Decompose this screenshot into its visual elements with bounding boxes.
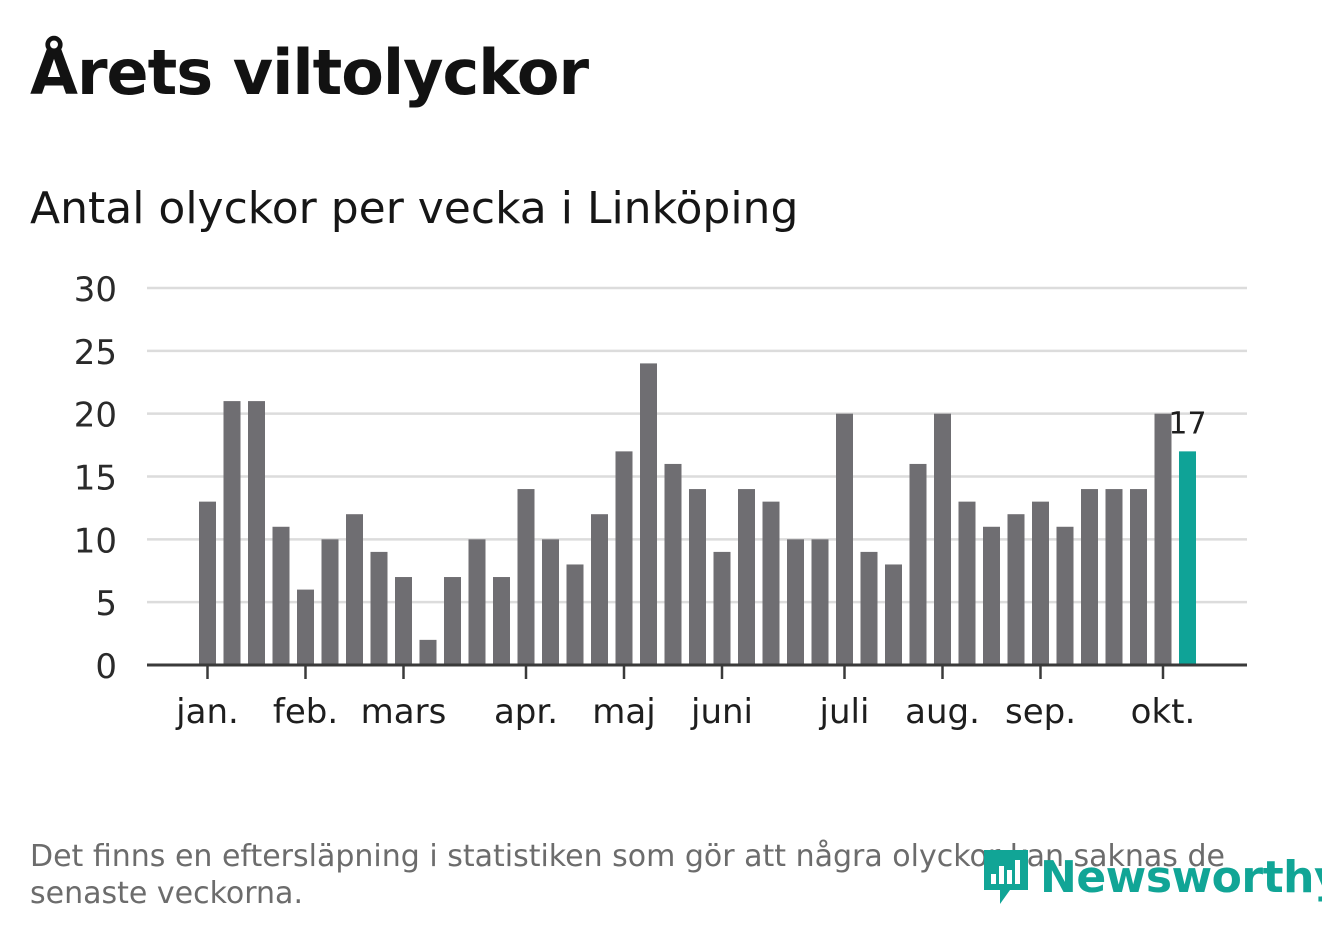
x-tick-label: apr.	[494, 692, 558, 732]
highlight-value-label: 17	[1168, 406, 1206, 441]
x-tick-label: feb.	[273, 692, 338, 732]
bar	[689, 489, 706, 665]
bar	[1130, 489, 1147, 665]
bar	[738, 489, 755, 665]
bar	[1105, 489, 1123, 665]
bar	[493, 577, 510, 665]
bar	[321, 539, 339, 665]
y-tick-label: 30	[74, 270, 117, 310]
bar	[542, 539, 559, 665]
bar	[885, 564, 902, 665]
bar	[591, 514, 608, 665]
data-labels: 17	[1168, 406, 1206, 441]
bar	[272, 526, 290, 665]
bar	[419, 639, 437, 665]
bar	[811, 539, 829, 665]
x-tick-label: juli	[819, 692, 870, 732]
x-tick-label: mars	[361, 692, 447, 732]
bar	[223, 401, 241, 665]
bar	[566, 564, 584, 665]
bar	[909, 463, 927, 665]
bar	[199, 501, 216, 665]
bar	[983, 526, 1000, 665]
x-tick-label: aug.	[905, 692, 980, 732]
bar	[664, 463, 682, 665]
bar	[297, 589, 314, 665]
bars	[199, 363, 1196, 665]
chart-title: Årets viltolyckor	[30, 36, 589, 109]
y-tick-label: 10	[74, 521, 117, 561]
y-axis-tick-labels: 0 5 10 15 20 25 30	[74, 270, 117, 687]
bar	[1032, 501, 1049, 665]
bar	[444, 577, 461, 665]
y-tick-label: 15	[74, 459, 117, 499]
highlight-bar	[1179, 451, 1196, 665]
x-tick-label: maj	[592, 692, 655, 732]
bar	[787, 539, 804, 665]
x-tick-label: jan.	[175, 692, 239, 732]
bar	[370, 551, 388, 665]
newsworthy-logo: Newsworthy	[980, 844, 1322, 910]
bar	[958, 501, 976, 665]
x-tick-label: sep.	[1005, 692, 1076, 732]
y-tick-label: 5	[95, 584, 117, 624]
bar-chart-speech-bubble-icon	[984, 850, 1028, 904]
bar	[1007, 514, 1025, 665]
bar	[395, 577, 412, 665]
bar	[836, 413, 853, 665]
chart-subtitle: Antal olyckor per vecka i Linköping	[30, 183, 799, 234]
y-tick-label: 25	[74, 333, 117, 373]
bar	[1154, 413, 1172, 665]
bar	[1056, 526, 1074, 665]
x-tick-label: juni	[690, 692, 753, 732]
bar	[517, 489, 535, 665]
bar	[1081, 489, 1098, 665]
bar	[248, 401, 265, 665]
bar	[762, 501, 780, 665]
bar	[468, 539, 486, 665]
y-tick-label: 0	[95, 647, 117, 687]
bar	[346, 514, 363, 665]
y-tick-label: 20	[74, 396, 117, 436]
bar	[934, 413, 951, 665]
bar	[640, 363, 657, 665]
bar	[860, 551, 878, 665]
x-axis-ticks: jan. feb. mars apr. maj juni juli aug. sep. okt.	[175, 665, 1195, 732]
bar	[615, 451, 633, 665]
bar	[713, 551, 731, 665]
x-tick-label: okt.	[1131, 692, 1196, 732]
brand-name: Newsworthy	[1040, 851, 1322, 903]
